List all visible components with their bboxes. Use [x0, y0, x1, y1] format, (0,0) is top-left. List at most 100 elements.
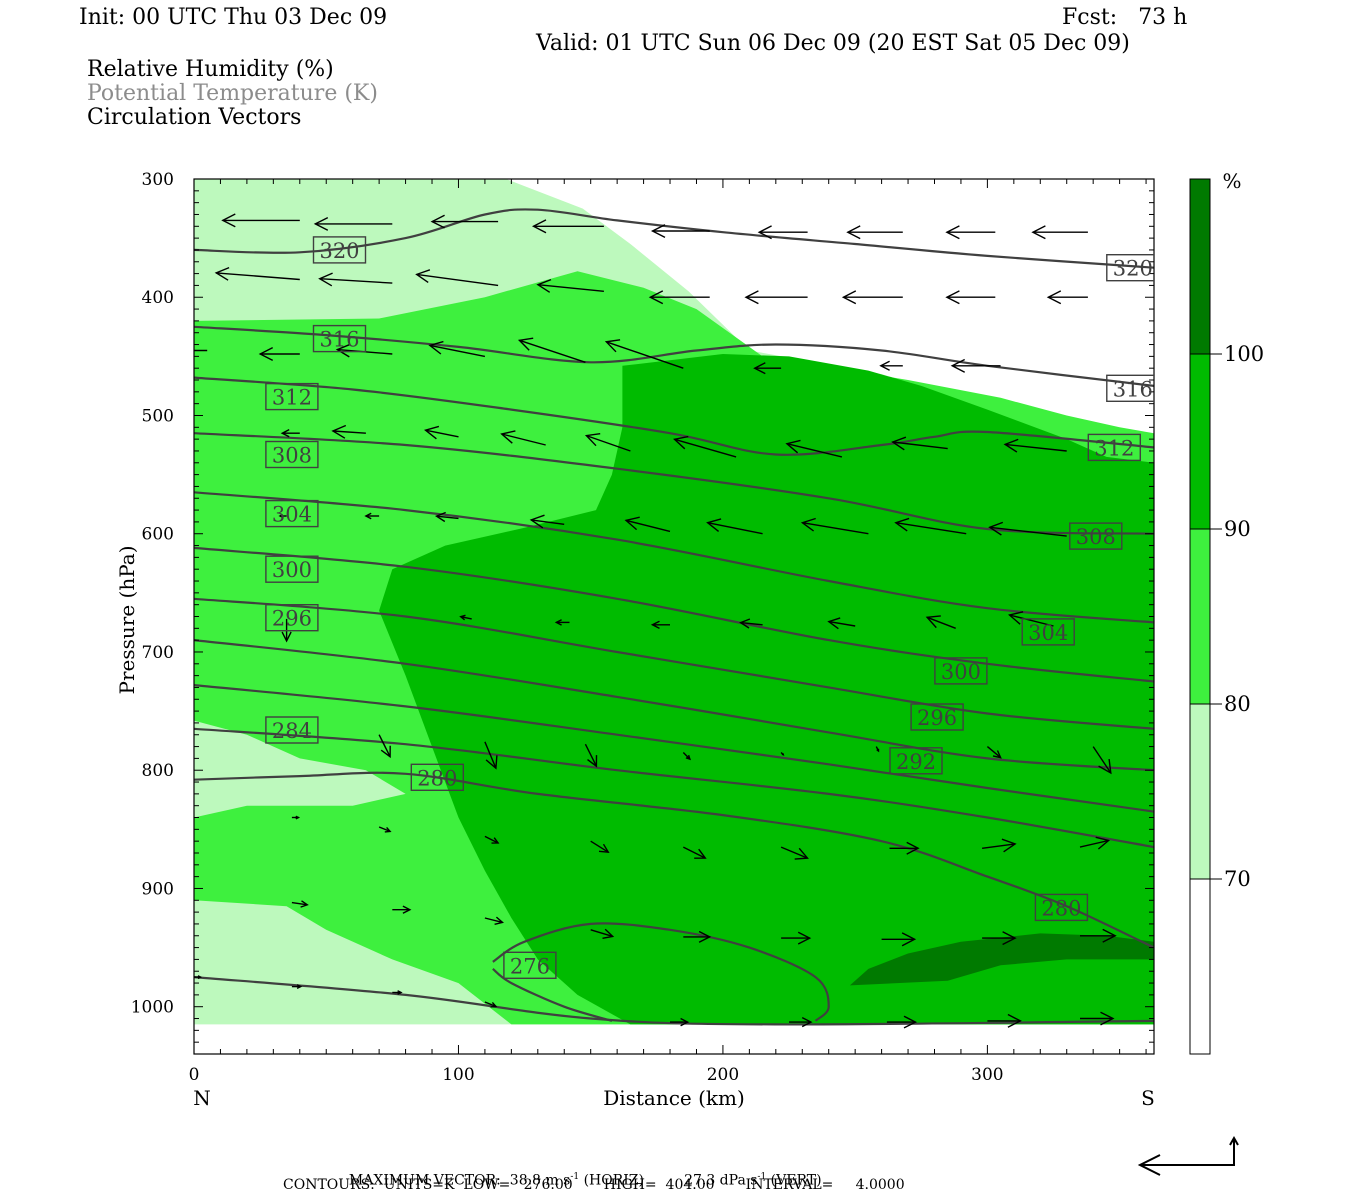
vector-head — [827, 617, 841, 630]
vector-head — [331, 424, 347, 439]
vector-head — [380, 745, 391, 759]
theta-label-box — [312, 236, 367, 264]
vector-head — [281, 631, 292, 643]
colorbar-tick-label: 90 — [1224, 517, 1251, 541]
colorbar-tick-label: 70 — [1224, 867, 1251, 891]
max-vector-arrow-icon — [1137, 1135, 1239, 1176]
vector-head — [694, 848, 707, 859]
vector-head — [318, 272, 333, 287]
theta-label-box — [1021, 618, 1075, 646]
vector-shaft — [216, 272, 300, 281]
vector-head — [598, 843, 610, 854]
vector-head — [587, 755, 598, 768]
vector-shaft — [606, 341, 684, 369]
vector-head — [364, 512, 372, 520]
valid-time: Valid: 01 UTC Sun 06 Dec 09 (20 EST Sat … — [536, 31, 1130, 56]
vector-shaft — [501, 433, 546, 446]
y-axis-label: Pressure (hPa) — [115, 546, 139, 695]
vector-head — [295, 815, 301, 820]
theta-label: 320 — [319, 239, 359, 263]
theta-label: 308 — [1076, 525, 1116, 549]
theta-contour-284 — [194, 727, 1154, 849]
vector-shaft — [707, 522, 763, 535]
vector-head — [584, 433, 601, 447]
theta-contour-280 — [194, 771, 1154, 949]
vector-head — [313, 216, 329, 231]
x-end-left-label: N — [193, 1086, 211, 1110]
vector-head — [531, 219, 547, 234]
theta-label: 292 — [896, 750, 936, 774]
vector-head — [925, 615, 941, 629]
theta-label: 280 — [417, 766, 457, 790]
vector-shaft — [1079, 839, 1109, 848]
vector-head — [950, 358, 966, 373]
colorbar-segment — [1190, 704, 1210, 879]
vector-head — [1046, 290, 1062, 305]
vector-head — [602, 928, 615, 939]
vector-head — [650, 224, 666, 239]
field-potential-temperature: Potential Temperature (K) — [87, 81, 378, 106]
vector-shaft — [625, 519, 671, 533]
theta-label-box — [410, 763, 464, 791]
vector-shaft — [484, 835, 499, 844]
theta-label-box — [265, 382, 319, 411]
theta-contour-316 — [194, 325, 1154, 387]
vector-shaft — [986, 746, 1002, 759]
vector-head — [992, 750, 1002, 759]
max-horiz-value: 38.8 m s — [509, 1172, 571, 1189]
vector-shaft — [740, 621, 763, 626]
vector-head — [841, 290, 857, 305]
theta-contour-312 — [194, 376, 1154, 456]
vector-head — [650, 620, 660, 630]
vector-head — [673, 435, 689, 450]
vector-head — [1031, 225, 1046, 240]
theta-label-box — [1106, 253, 1154, 282]
vector-shaft — [780, 846, 808, 859]
vector-shaft — [484, 1001, 497, 1008]
vector-shaft — [786, 443, 843, 458]
colorbar-tick-label: 80 — [1224, 692, 1251, 716]
y-tick-label: 500 — [142, 406, 174, 426]
vector-shaft — [537, 284, 604, 292]
vector-head — [491, 837, 500, 844]
circulation-vectors — [194, 213, 1117, 1029]
colorbar-segment — [1190, 354, 1210, 529]
theta-label: 320 — [1113, 257, 1153, 281]
colorbar: 70 80 90 100 — [1189, 178, 1264, 1055]
y-tick-label: 700 — [142, 643, 174, 663]
theta-label: 276 — [510, 954, 550, 978]
theta-contour-288 — [194, 684, 1154, 813]
vector-head — [648, 290, 664, 305]
vector-head — [739, 618, 751, 629]
vector-head — [221, 213, 236, 228]
vector-shaft — [332, 430, 366, 434]
vector-shaft — [682, 752, 691, 760]
theta-label-box — [1106, 374, 1154, 402]
x-axis-label: Distance (km) — [603, 1086, 745, 1110]
max-horiz-exponent: -1 — [570, 1172, 580, 1182]
rh-region-100+ — [849, 933, 1154, 986]
vector-head — [384, 826, 392, 833]
theta-contour-276 — [492, 968, 613, 1022]
vector-head — [335, 343, 351, 358]
vector-head — [1007, 1013, 1022, 1028]
vector-head — [1095, 836, 1111, 850]
vector-shaft — [484, 741, 497, 769]
vector-head — [1001, 838, 1017, 853]
theta-label: 304 — [1028, 621, 1068, 645]
theta-label: 296 — [917, 706, 957, 730]
y-tick-label: 900 — [142, 879, 174, 899]
max-vert-unit: (VERT) — [770, 1172, 822, 1189]
vector-head — [1102, 928, 1117, 943]
vector-head — [517, 337, 534, 351]
colorbar-unit: % — [1222, 169, 1241, 193]
x-tick-label: 300 — [971, 1065, 1003, 1085]
vector-head — [1002, 931, 1017, 946]
vector-head — [894, 517, 910, 532]
theta-contour-300 — [194, 546, 1154, 683]
vector-head — [753, 362, 766, 375]
vector-head — [785, 439, 801, 454]
vector-head — [988, 521, 1004, 536]
vector-head — [624, 516, 640, 531]
